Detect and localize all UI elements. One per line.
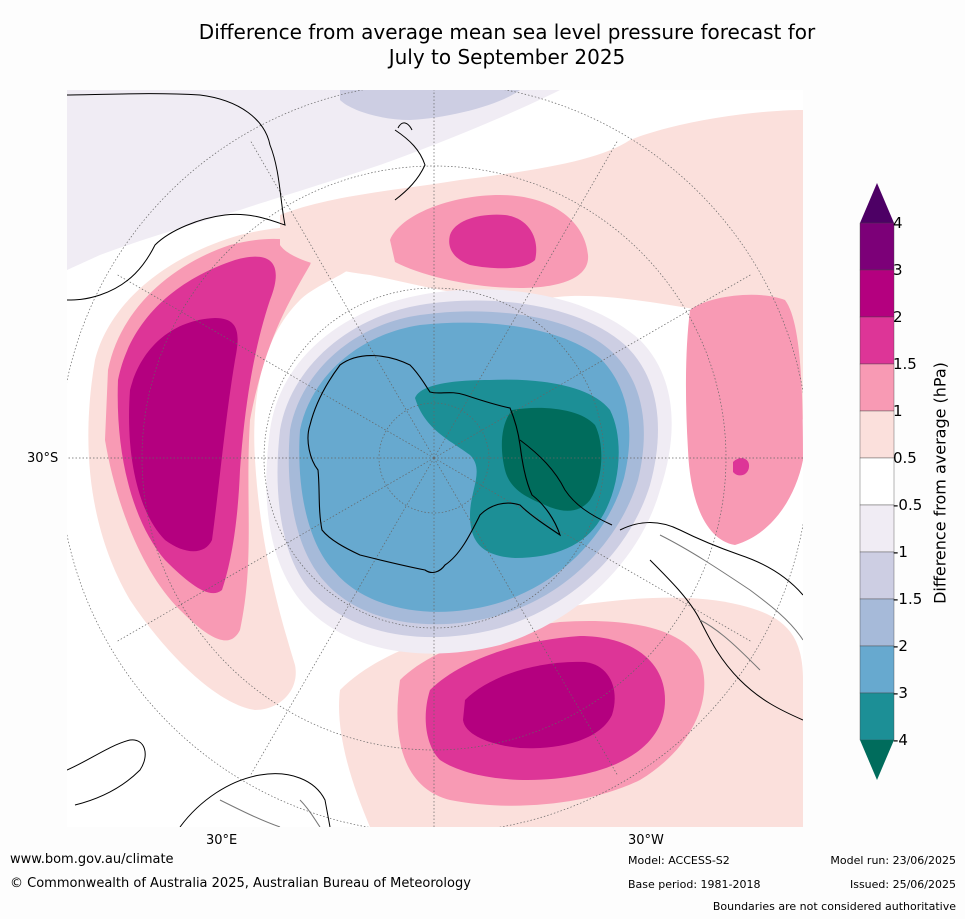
colorbar-tick-label: 2 (893, 308, 903, 326)
colorbar-bin (859, 316, 895, 365)
colorbar-tick-label: -0.5 (893, 496, 923, 514)
colorbar-extend-bottom (860, 740, 894, 780)
title-line-1: Difference from average mean sea level p… (198, 20, 816, 44)
colorbar-bin (859, 645, 895, 694)
south-america-borders (659, 534, 803, 671)
colorbar-tick-label: -4 (893, 731, 908, 749)
colorbar-extend-top (860, 183, 894, 223)
antarctic-peninsula (519, 439, 613, 526)
graticule (67, 90, 803, 827)
south-america-coast (619, 522, 803, 721)
colorbar-tick-label: -2 (893, 637, 908, 655)
colorbar-title: Difference from average (hPa) (930, 362, 950, 604)
colorbar-tick-label: 3 (893, 261, 903, 279)
footer-url[interactable]: www.bom.gov.au/climate (10, 852, 174, 867)
contour-pos-right-15 (733, 458, 750, 476)
colorbar-bin (859, 222, 895, 271)
footer-issued: Issued: 25/06/2025 (849, 878, 956, 891)
contour-neg-topleft (67, 90, 560, 270)
contour-pos-top-15 (449, 214, 537, 269)
contour-pos-right-1 (685, 294, 803, 545)
map-panel (67, 90, 803, 827)
footer-copyright: © Commonwealth of Australia 2025, Austra… (10, 876, 471, 891)
colorbar-bin (859, 551, 895, 600)
africa-borders (219, 799, 321, 827)
colorbar-tick-label: -1.5 (893, 590, 923, 608)
chart-title: Difference from average mean sea level p… (0, 20, 965, 70)
australia-coast (67, 93, 286, 301)
contour-neg-top-small (340, 90, 520, 120)
lon-label-30e: 30°E (206, 833, 238, 848)
map-svg (67, 90, 803, 827)
lon-label-30w: 30°W (628, 833, 664, 848)
footer-disclaimer: Boundaries are not considered authoritat… (712, 900, 956, 913)
colorbar-bin (859, 457, 895, 506)
colorbar-tick-label: 1 (893, 402, 903, 420)
colorbar-bin (859, 410, 895, 459)
footer-model: Model: ACCESS-S2 (628, 854, 730, 867)
footer-base-period: Base period: 1981-2018 (628, 878, 761, 891)
colorbar-tick-label: 1.5 (893, 355, 917, 373)
colorbar-bin (859, 269, 895, 318)
contour-pos-left-2 (129, 318, 238, 552)
new-zealand-coast (394, 122, 426, 201)
colorbar-bin (859, 504, 895, 553)
colorbar-tick-label: -1 (893, 543, 908, 561)
colorbar-bin (859, 598, 895, 647)
colorbar-tick-label: -3 (893, 684, 908, 702)
colorbar-tick-label: 0.5 (893, 449, 917, 467)
colorbar-bin (859, 692, 895, 741)
footer-model-run: Model run: 23/06/2025 (830, 854, 956, 867)
contour-pos-bottom-2 (463, 661, 615, 749)
africa-coast (67, 739, 331, 827)
colorbar-tick-label: 4 (893, 214, 903, 232)
colorbar-bin (859, 363, 895, 412)
antarctica-coast (307, 354, 562, 574)
contour-neg-4 (501, 407, 602, 511)
lat-label-30s: 30°S (27, 451, 59, 466)
colorbar (859, 183, 895, 780)
title-line-2: July to September 2025 (388, 45, 626, 69)
